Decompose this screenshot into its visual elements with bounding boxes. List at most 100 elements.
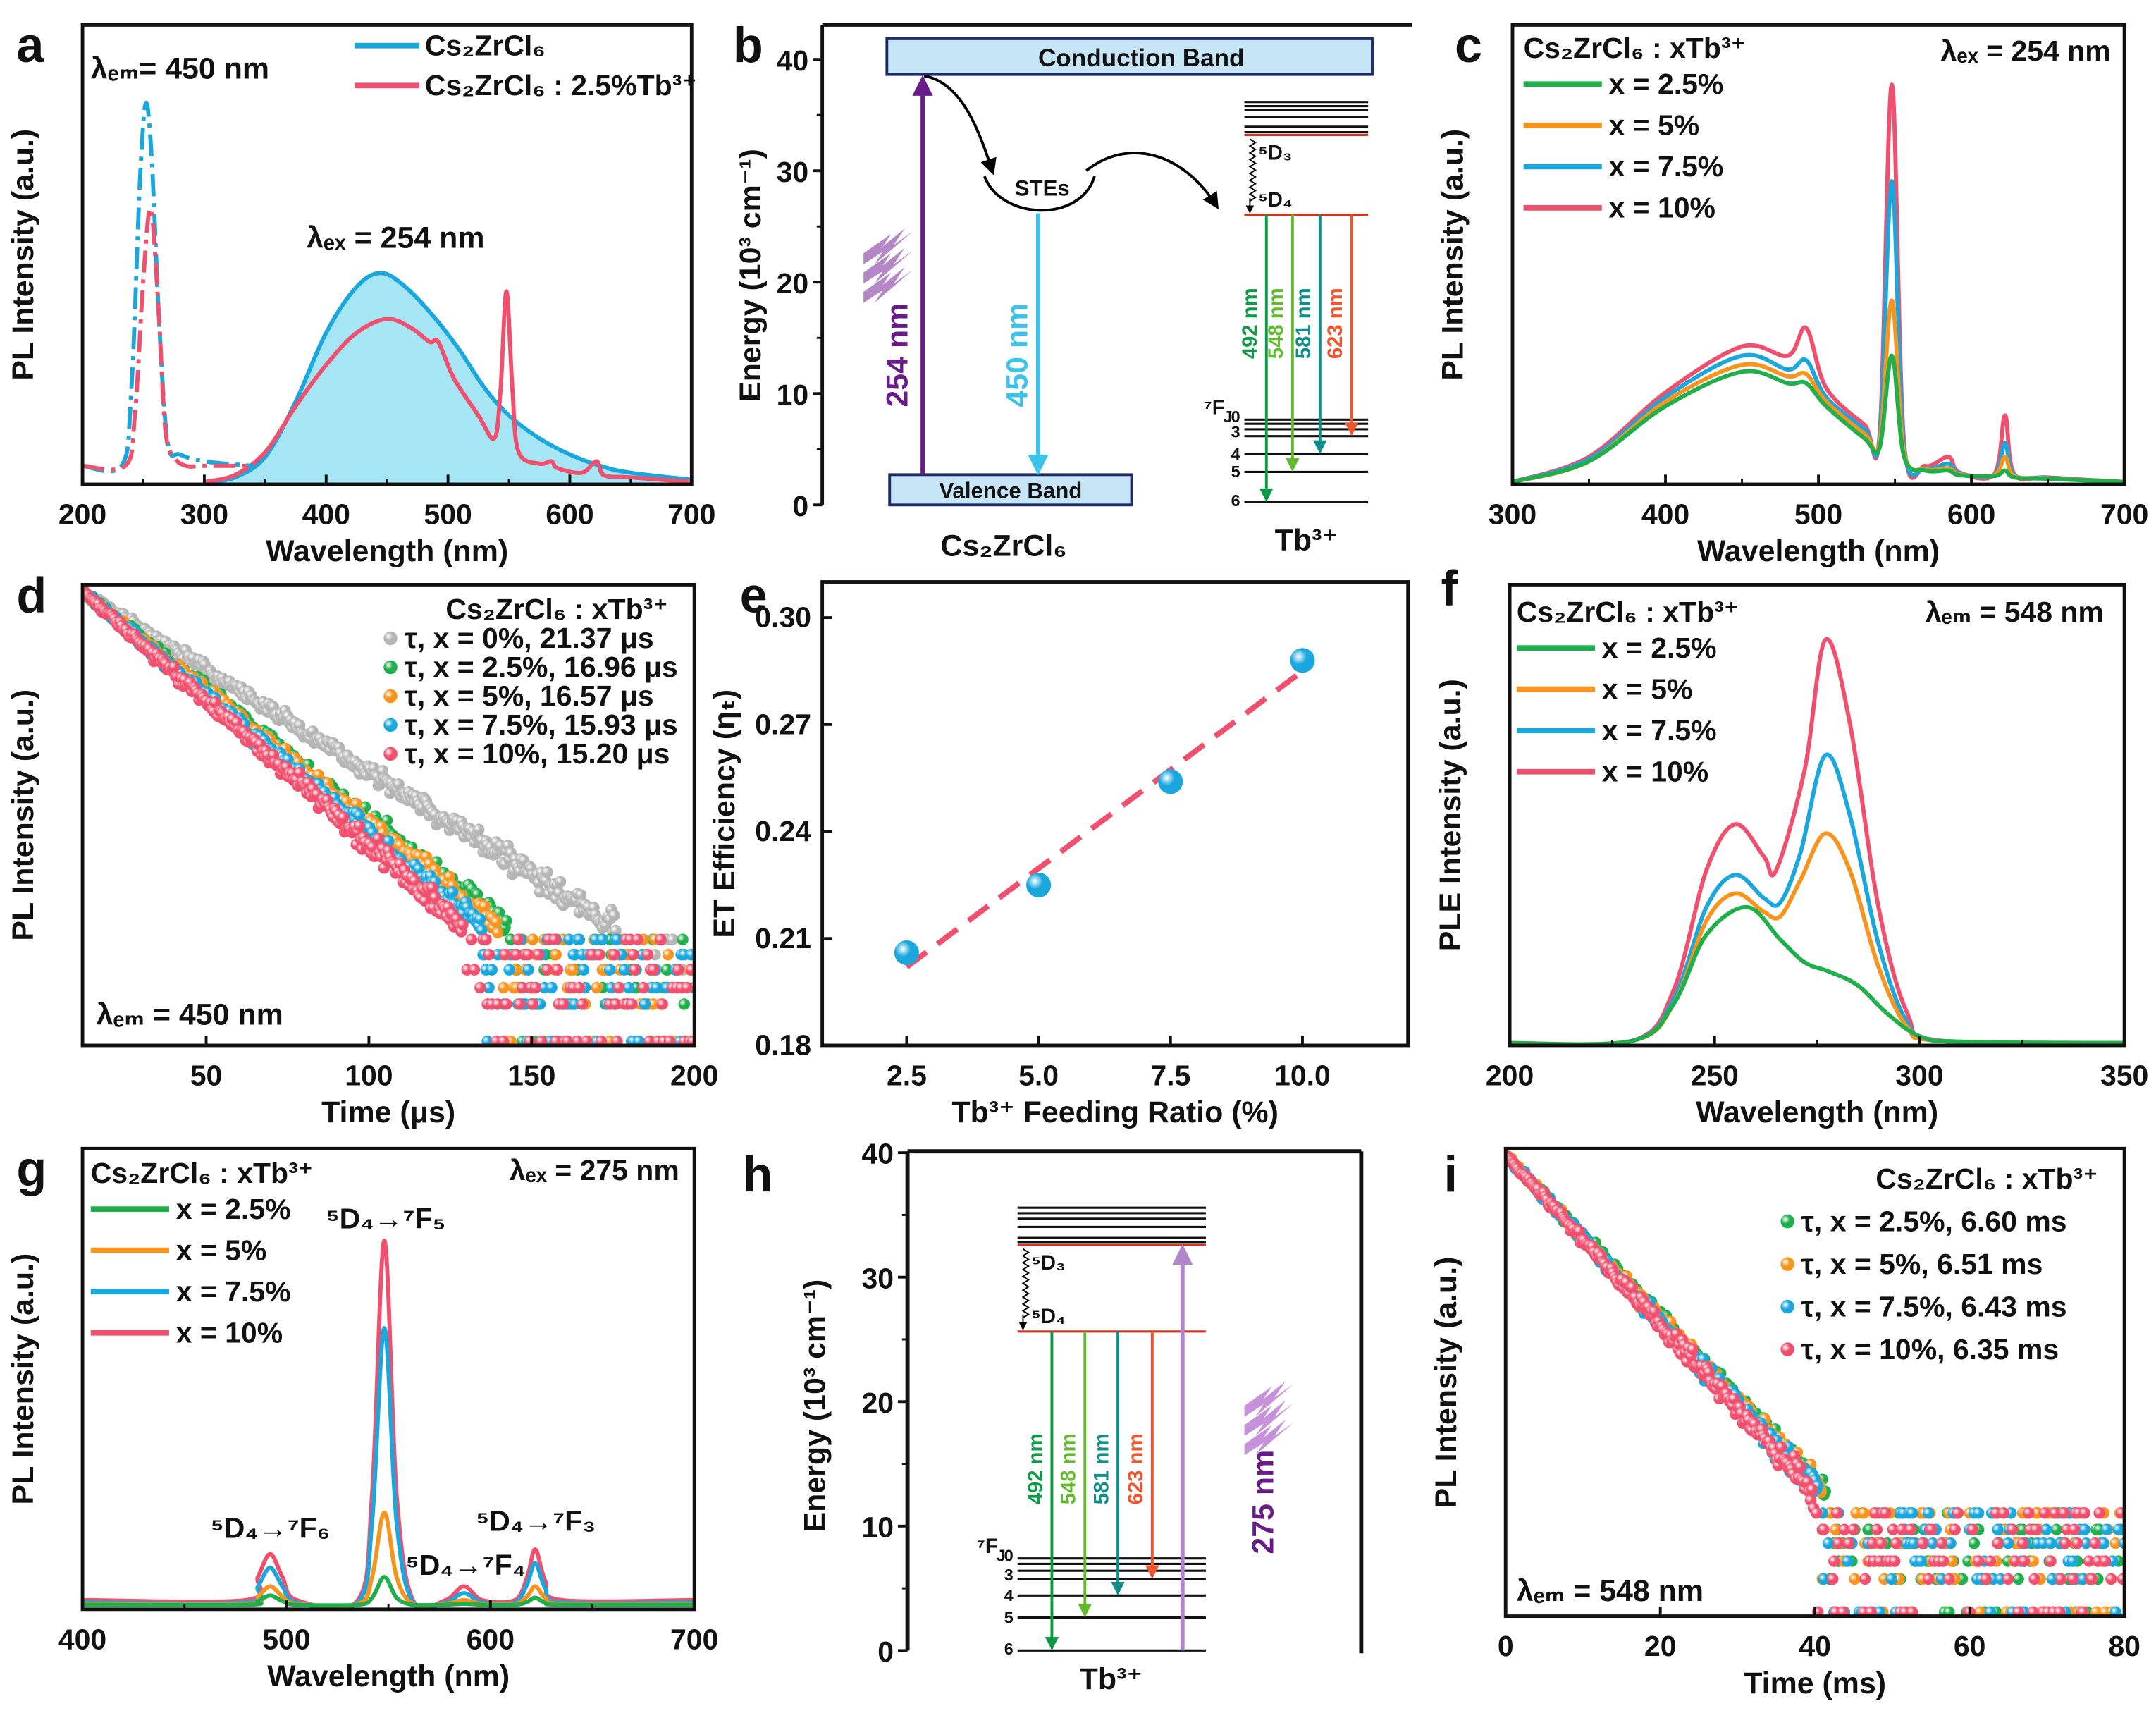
data-point bbox=[678, 998, 690, 1010]
series-line bbox=[1512, 82, 2125, 484]
x-tick-label: 150 bbox=[507, 1060, 555, 1092]
data-point bbox=[498, 981, 510, 994]
x-tick-label: 400 bbox=[302, 498, 350, 531]
data-point bbox=[611, 1035, 623, 1045]
nonradiative-relaxation bbox=[1248, 138, 1257, 202]
data-point bbox=[1859, 1573, 1871, 1585]
data-point bbox=[1818, 1523, 1830, 1535]
data-point bbox=[1972, 1555, 1985, 1567]
data-point bbox=[1871, 1523, 1883, 1535]
level-j-label: 0 bbox=[1004, 1547, 1014, 1565]
valence-band bbox=[888, 473, 1133, 507]
data-point bbox=[610, 924, 622, 937]
data-point bbox=[629, 964, 641, 976]
level-7fj-subscript: J bbox=[997, 1547, 1006, 1565]
x-tick-label: 350 bbox=[2100, 1060, 2148, 1092]
data-point bbox=[2007, 1523, 2019, 1535]
panel-c-chart: 300 400 500 600 700 Wavelength (nm) PL Intensi… bbox=[1436, 23, 2148, 568]
data-point bbox=[655, 933, 667, 945]
x-axis-label: Time (ms) bbox=[1744, 1666, 1886, 1700]
data-point bbox=[2109, 1606, 2121, 1616]
data-point bbox=[1890, 1537, 1902, 1549]
data-point bbox=[522, 949, 534, 961]
data-point bbox=[1896, 1523, 1908, 1535]
annotation: ⁵D₄→⁷F₅ bbox=[326, 1202, 445, 1234]
legend-marker bbox=[1780, 1214, 1794, 1229]
legend-marker bbox=[383, 718, 398, 732]
level-j-label: 3 bbox=[1231, 423, 1240, 441]
data-point bbox=[1837, 1606, 1849, 1616]
data-point bbox=[2080, 1537, 2092, 1549]
legend-label: τ, x = 2.5%, 6.60 ms bbox=[1801, 1205, 2067, 1237]
data-point bbox=[610, 998, 622, 1010]
y-tick-label: 10 bbox=[862, 1511, 894, 1543]
plot-area bbox=[82, 100, 692, 485]
data-point bbox=[666, 933, 679, 945]
data-point bbox=[1026, 872, 1052, 897]
data-point bbox=[554, 876, 567, 888]
series-line bbox=[82, 1510, 695, 1609]
data-point bbox=[2098, 1537, 2110, 1549]
data-point bbox=[1887, 1523, 1899, 1535]
level-5d3-label: ⁵D₃ bbox=[1031, 1252, 1065, 1275]
data-point bbox=[651, 981, 663, 994]
data-point bbox=[1831, 1507, 1843, 1519]
data-point bbox=[1687, 1343, 1699, 1356]
data-point bbox=[2078, 1523, 2090, 1535]
x-tick-label: 300 bbox=[180, 498, 228, 531]
series-line bbox=[1512, 298, 2125, 484]
data-point bbox=[608, 909, 620, 921]
legend-label: x = 2.5% bbox=[176, 1193, 291, 1225]
data-point bbox=[2105, 1573, 2117, 1585]
data-point bbox=[1906, 1507, 1918, 1519]
data-point bbox=[1842, 1537, 1855, 1549]
data-point bbox=[1916, 1537, 1928, 1549]
plot-area bbox=[1510, 637, 2125, 1045]
legend-label: x = 5% bbox=[176, 1234, 267, 1266]
data-point bbox=[1937, 1555, 1949, 1567]
data-point bbox=[492, 998, 504, 1010]
data-point bbox=[672, 964, 684, 976]
series-line-host-excitation bbox=[82, 100, 254, 474]
data-point bbox=[1866, 1537, 1878, 1549]
data-point bbox=[1728, 1393, 1740, 1405]
data-point bbox=[1980, 1573, 1992, 1585]
x-tick-label: 600 bbox=[467, 1623, 515, 1655]
legend-label: x = 7.5% bbox=[1609, 150, 1724, 183]
annotation: λₑₓ = 275 nm bbox=[510, 1154, 679, 1186]
data-point bbox=[1290, 648, 1315, 673]
level-j-label: 0 bbox=[1231, 407, 1240, 426]
legend-title: Cs₂ZrCl₆ : xTb³⁺ bbox=[445, 593, 668, 625]
data-point bbox=[503, 964, 515, 976]
x-tick-label: 600 bbox=[1947, 498, 1995, 531]
level-5d4-label: ⁵D₄ bbox=[1031, 1306, 1066, 1328]
data-point bbox=[486, 964, 498, 976]
plot-area bbox=[82, 584, 695, 1045]
series-line bbox=[82, 1575, 695, 1608]
x-tick-label: 2.5 bbox=[887, 1060, 927, 1092]
data-point bbox=[393, 778, 405, 790]
panel-letter: b bbox=[733, 17, 763, 73]
x-axis-label: Wavelength (nm) bbox=[1697, 534, 1940, 568]
panel-g-chart: 400 500 600 700 Wavelength (nm) PL Intensity … bbox=[6, 1146, 718, 1693]
decay-series bbox=[1505, 1150, 2125, 1616]
legend-label: τ, x = 5%, 16.57 μs bbox=[405, 680, 654, 712]
data-point bbox=[1830, 1523, 1842, 1535]
x-tick-label: 100 bbox=[345, 1060, 393, 1092]
data-point bbox=[626, 998, 638, 1010]
data-point bbox=[1775, 1441, 1787, 1454]
series-line bbox=[1510, 831, 2125, 1045]
data-point bbox=[514, 998, 526, 1010]
y-axis-label: PL Intensity (a.u.) bbox=[1429, 1257, 1463, 1509]
transition-wavelength-label: 581 nm bbox=[1293, 288, 1315, 359]
data-point bbox=[622, 981, 635, 994]
transition-wavelength-label: 548 nm bbox=[1058, 1433, 1080, 1504]
data-point bbox=[2050, 1523, 2063, 1535]
panel-letter: i bbox=[1443, 1146, 1458, 1202]
panel-e-chart: 2.5 5.0 7.5 10.0 0.18 0.21 0.24 0.27 0.30 Tb³⁺ Fe… bbox=[708, 580, 1410, 1129]
data-point bbox=[429, 891, 441, 904]
data-point bbox=[685, 964, 695, 976]
